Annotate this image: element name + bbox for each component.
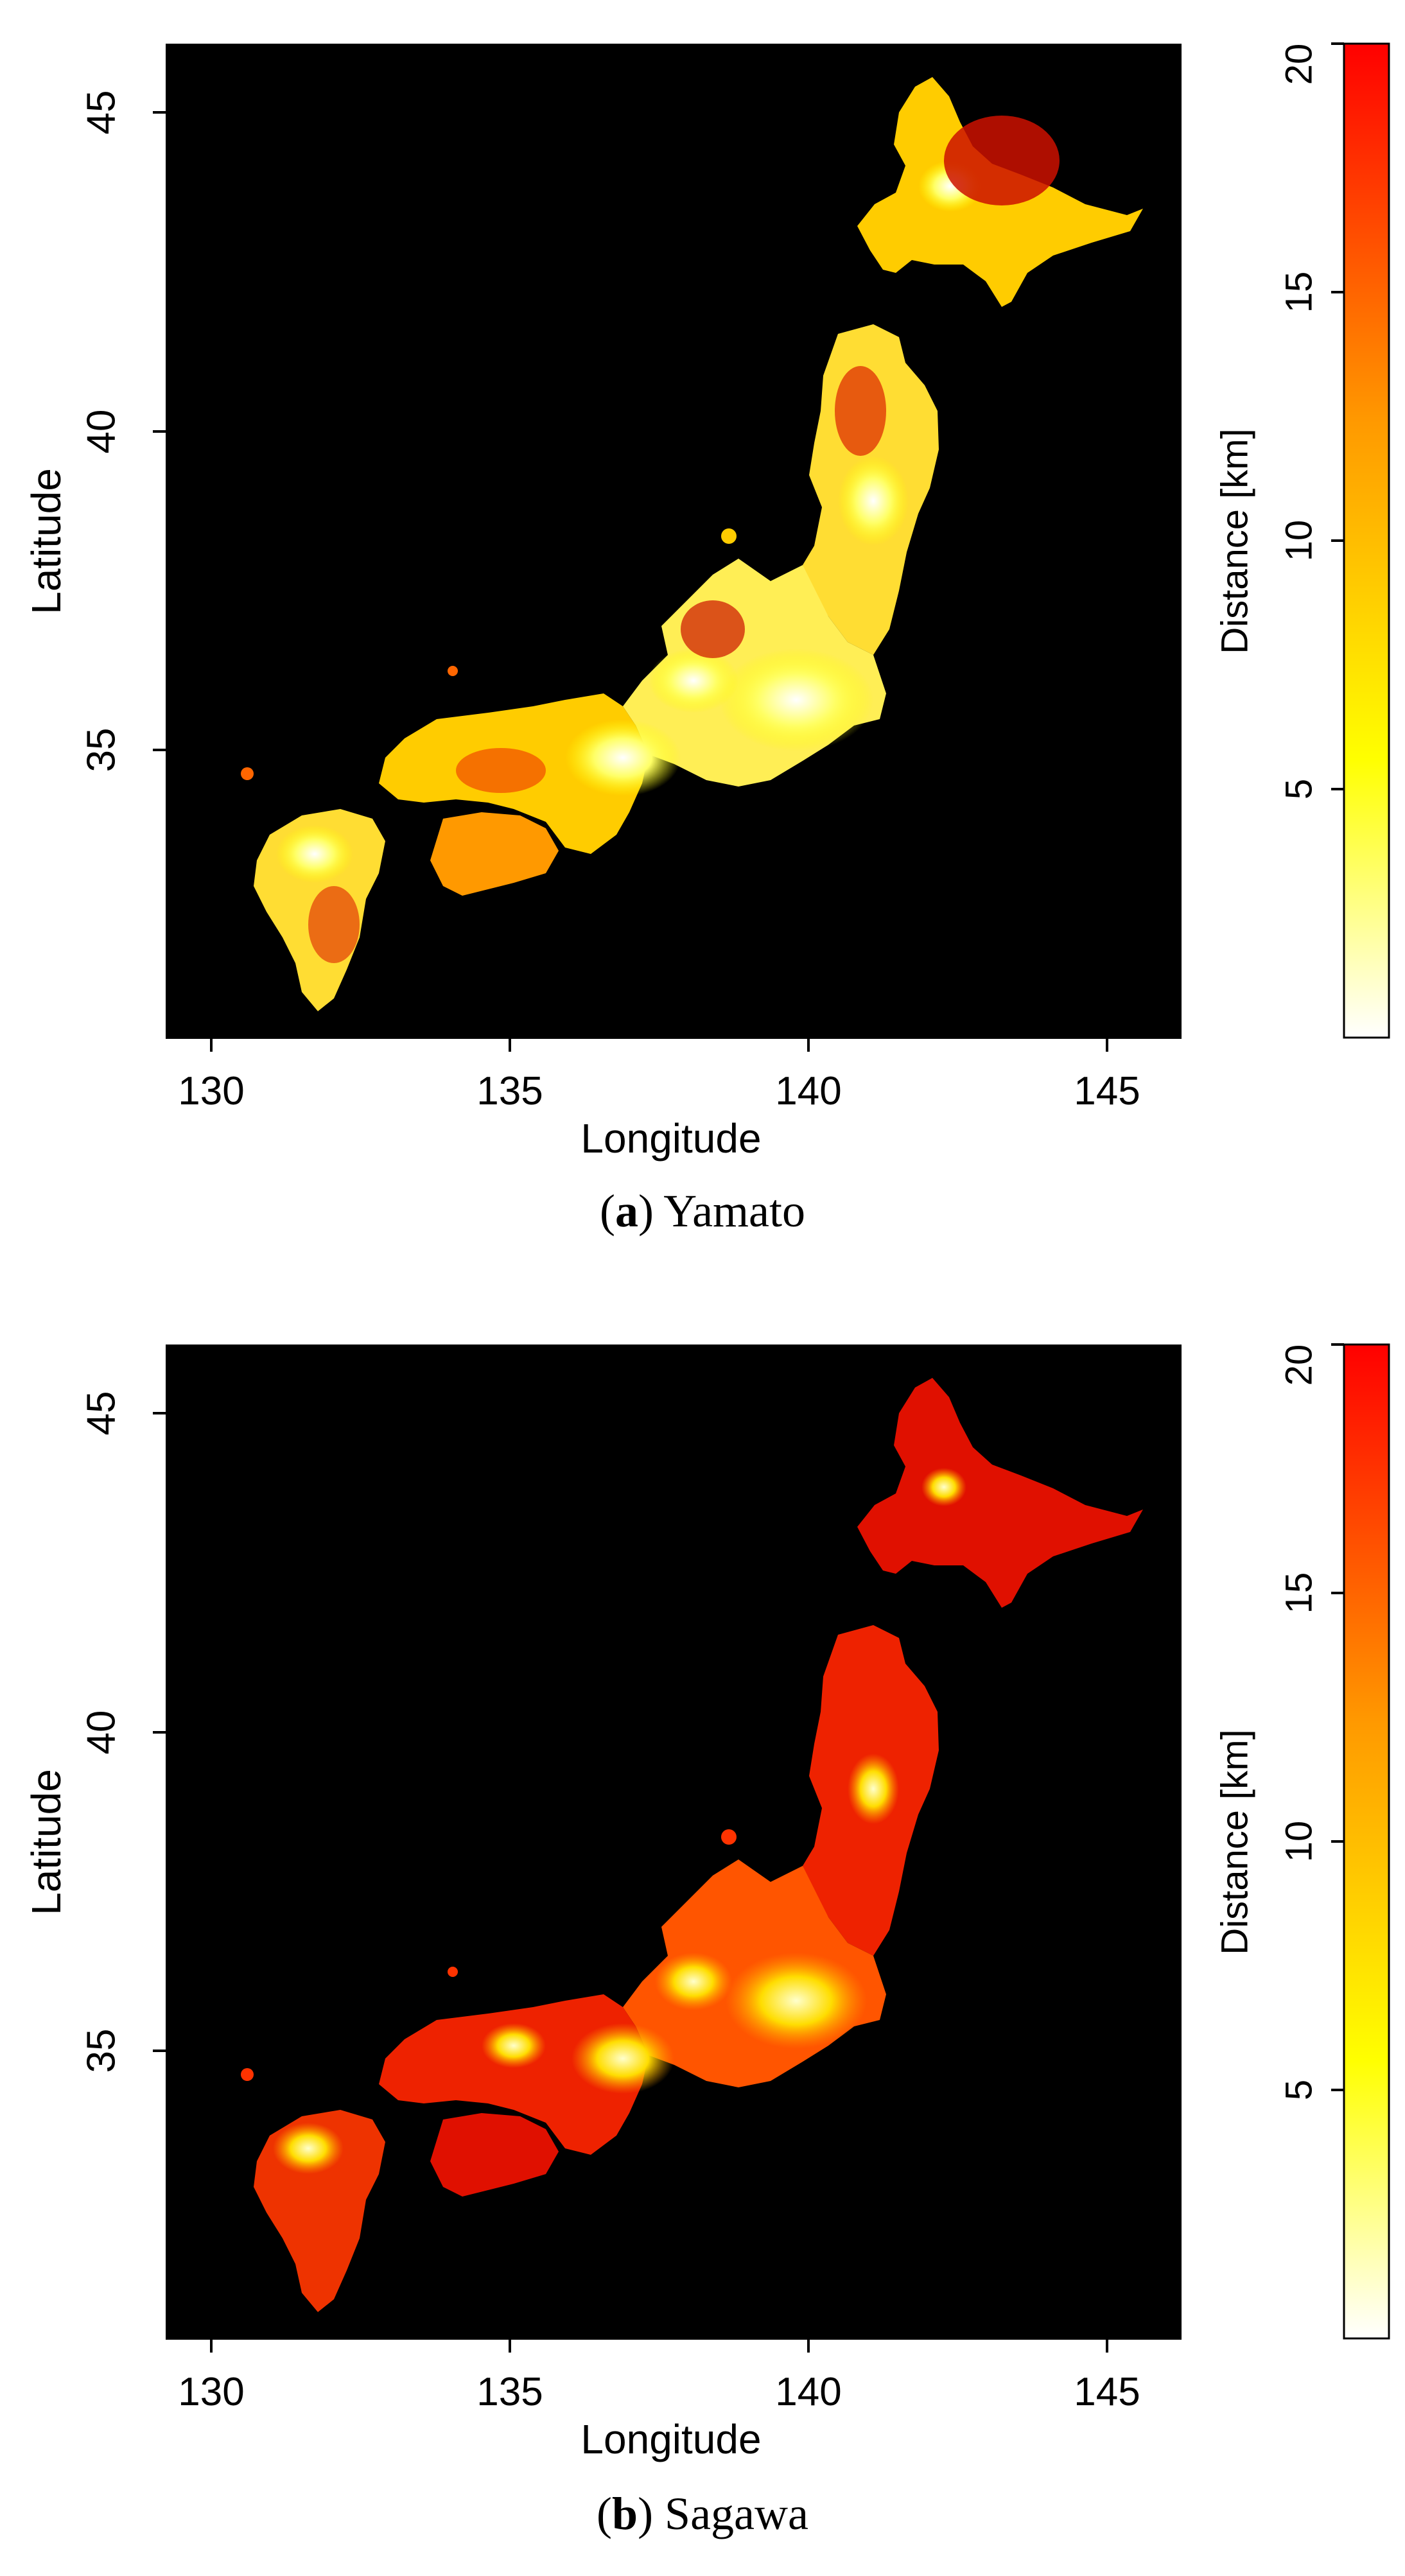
kanto-hotspot <box>726 1953 867 2049</box>
colorbar-label: Distance [km] <box>1214 1729 1256 1954</box>
caption-letter: b <box>612 2488 638 2539</box>
y-tick-label: 40 <box>80 410 124 454</box>
kyushu-hotspot <box>273 2123 344 2174</box>
hokkaido-region <box>857 1378 1143 1608</box>
tsushima-island <box>241 767 254 780</box>
plot-a: 45 40 35 130 135 140 145 Longitude Latit… <box>23 42 1390 1162</box>
colorbar-tick-label: 15 <box>1278 1572 1320 1614</box>
japan-map <box>241 1378 1143 2312</box>
tohoku-sparse <box>835 366 886 456</box>
sado-island <box>721 1829 737 1845</box>
kyushu-sparse <box>308 886 360 963</box>
colorbar-tick-label: 15 <box>1278 272 1320 313</box>
x-axis <box>210 2340 1108 2353</box>
kansai-hotspot <box>565 719 681 796</box>
caption-name: Yamato <box>663 1185 805 1237</box>
panel-b: 45 40 35 130 135 140 145 Longitude Latit… <box>0 1288 1405 2576</box>
x-tick-label: 135 <box>476 1069 543 1113</box>
x-tick-label: 135 <box>476 2370 543 2414</box>
caption-b: (b) Sagawa <box>597 2488 808 2539</box>
colorbar-label: Distance [km] <box>1214 428 1256 654</box>
colorbar-tick-label: 10 <box>1278 1821 1320 1863</box>
y-axis-label: Latitude <box>23 468 69 614</box>
plot-b: 45 40 35 130 135 140 145 Longitude Latit… <box>23 1343 1390 2462</box>
x-axis-label: Longitude <box>580 2416 761 2462</box>
chubu-sparse <box>681 600 745 658</box>
y-axis <box>153 1412 166 2052</box>
y-axis-label: Latitude <box>23 1769 69 1915</box>
panel-a: 45 40 35 130 135 140 145 Longitude Latit… <box>23 42 1390 1237</box>
kansai-hotspot <box>572 2023 674 2094</box>
tsushima-island <box>241 2068 254 2081</box>
oki-island <box>448 666 458 676</box>
colorbar-tick-label: 5 <box>1278 779 1320 799</box>
y-tick-label: 35 <box>80 2029 124 2073</box>
colorbar <box>1343 42 1390 1039</box>
colorbar-tick-label: 20 <box>1278 44 1320 85</box>
chubu-hotspot <box>649 648 738 713</box>
chugoku-sparse <box>456 748 546 793</box>
y-tick-label: 45 <box>80 1391 124 1436</box>
colorbar-tick-label: 20 <box>1278 1345 1320 1386</box>
x-tick-label: 130 <box>178 2370 244 2414</box>
japan-map <box>241 77 1143 1011</box>
kyushu-hotspot <box>276 825 353 883</box>
x-tick-label: 140 <box>775 1069 841 1113</box>
x-tick-label: 130 <box>178 1069 244 1113</box>
colorbar-tick-label: 5 <box>1278 2080 1320 2100</box>
caption-letter: a <box>615 1185 638 1237</box>
y-axis <box>153 111 166 751</box>
caption-name: Sagawa <box>665 2488 808 2539</box>
x-tick-label: 145 <box>1074 1069 1140 1113</box>
colorbar-ticks <box>1331 1343 1344 2091</box>
hokkaido-sparse <box>944 116 1060 205</box>
colorbar <box>1343 1343 1390 2340</box>
chugoku-hotspot <box>482 2023 546 2068</box>
y-tick-label: 45 <box>80 91 124 135</box>
tohoku-hotspot <box>838 456 909 546</box>
y-tick-label: 40 <box>80 1710 124 1755</box>
x-tick-label: 140 <box>775 2370 841 2414</box>
hokkaido-hotspot <box>921 1468 966 1506</box>
sado-island <box>721 528 737 544</box>
oki-island <box>448 1967 458 1977</box>
shikoku-region <box>430 812 559 896</box>
kanto-hotspot <box>719 648 873 751</box>
kansai-chugoku-region <box>379 1994 649 2155</box>
tohoku-hotspot <box>848 1754 899 1824</box>
x-axis-label: Longitude <box>580 1115 761 1162</box>
x-axis <box>210 1039 1108 1052</box>
colorbar-ticks <box>1331 42 1344 790</box>
shikoku-region <box>430 2113 559 2197</box>
y-tick-label: 35 <box>80 728 124 772</box>
chubu-hotspot <box>655 1953 732 2010</box>
x-tick-label: 145 <box>1074 2370 1140 2414</box>
colorbar-tick-label: 10 <box>1278 520 1320 562</box>
caption-a: (a) Yamato <box>599 1185 805 1237</box>
